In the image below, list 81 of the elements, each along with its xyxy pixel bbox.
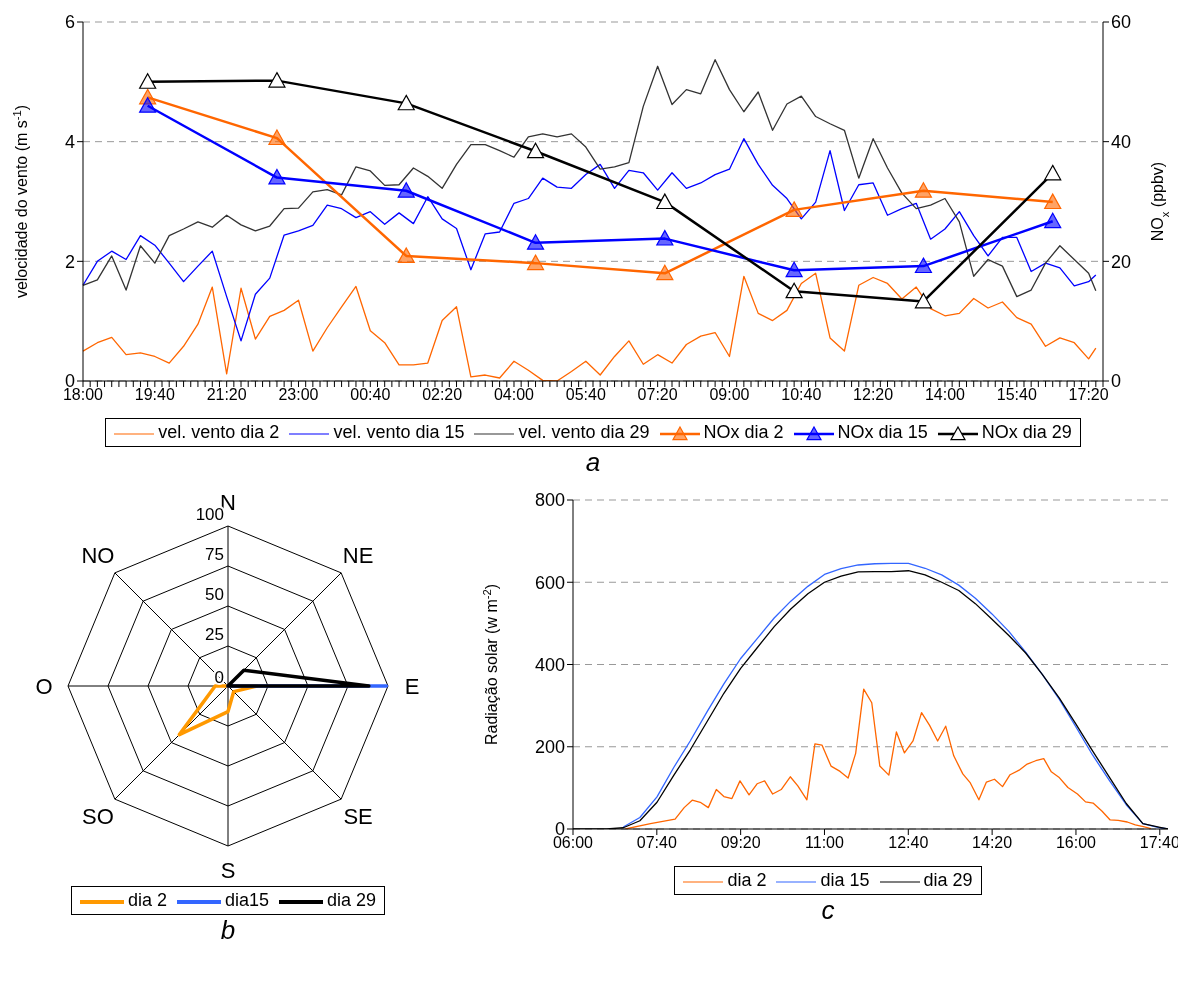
y-tick-label: 2 <box>64 251 75 272</box>
legend-label: NOx dia 29 <box>981 422 1072 443</box>
y2-tick-label: 0 <box>1111 371 1122 392</box>
legend-label: dia 15 <box>820 870 870 891</box>
point <box>139 97 157 113</box>
legend-label: NOx dia 2 <box>703 422 784 443</box>
x-tick-label: 12:40 <box>888 834 929 852</box>
legend-label: vel. vento dia 15 <box>333 422 465 443</box>
x-tick-label: 14:00 <box>924 386 966 404</box>
spoke-label: E <box>404 673 420 699</box>
x-tick-label: 04:00 <box>493 386 535 404</box>
spoke-label: O <box>35 673 53 699</box>
point <box>139 73 157 89</box>
legend-label: dia 29 <box>923 870 973 891</box>
y-tick-label: 600 <box>534 572 565 593</box>
point <box>914 292 933 309</box>
x-tick-label: 23:00 <box>278 386 319 404</box>
y2-tick-label: 20 <box>1111 251 1132 272</box>
point <box>397 247 415 263</box>
x-tick-label: 16:00 <box>1055 834 1097 852</box>
x-tick-label: 11:00 <box>805 834 844 852</box>
y-tick-label: 25 <box>205 625 224 644</box>
y-tick-label: 4 <box>64 132 75 153</box>
y2-tick-label: 60 <box>1111 12 1132 33</box>
x-tick-label: 14:20 <box>972 834 1013 852</box>
point <box>785 261 803 278</box>
x-tick-label: 05:40 <box>565 386 606 404</box>
point <box>526 142 545 159</box>
y-tick-label: 6 <box>64 12 75 33</box>
text: c <box>820 895 836 926</box>
spoke-label: S <box>220 857 236 883</box>
y-tick-label: 400 <box>534 654 565 675</box>
x-tick-label: 07:40 <box>636 834 677 852</box>
x-tick-label: 17:20 <box>1068 386 1109 404</box>
text: a <box>584 447 602 478</box>
legend-label: dia15 <box>224 890 270 911</box>
x-tick-label: 21:20 <box>206 386 247 404</box>
legend-label: dia 29 <box>327 890 377 911</box>
text: b <box>219 915 237 946</box>
line-series <box>82 272 1097 381</box>
point <box>268 168 286 185</box>
spoke-label: NE <box>342 543 374 569</box>
legend-label: dia 2 <box>727 870 767 891</box>
legend-label: dia 2 <box>127 890 167 911</box>
y-tick-label: 800 <box>534 490 565 511</box>
x-tick-label: 15:40 <box>996 386 1037 404</box>
point <box>526 254 545 271</box>
point <box>397 182 415 198</box>
point <box>914 182 933 198</box>
y-tick-label: 200 <box>534 737 565 758</box>
legend-label: NOx dia 15 <box>837 422 928 443</box>
line-series <box>82 59 1097 298</box>
x-tick-label: 12:20 <box>853 386 894 404</box>
x-tick-label: 09:20 <box>720 834 761 852</box>
spoke-label: SO <box>81 803 114 829</box>
point <box>914 257 933 274</box>
point <box>656 264 674 281</box>
legend-label: vel. vento dia 2 <box>158 422 280 443</box>
x-tick-label: 19:40 <box>134 386 175 404</box>
point <box>1044 193 1062 210</box>
spoke-label: NO <box>81 543 115 569</box>
point <box>1044 212 1062 229</box>
x-tick-label: 07:20 <box>637 386 678 404</box>
point <box>656 230 674 246</box>
point <box>785 201 803 217</box>
point <box>397 94 415 111</box>
point <box>1044 164 1062 181</box>
x-tick-label: 09:00 <box>709 386 750 404</box>
point <box>526 234 545 250</box>
point <box>268 72 286 88</box>
point <box>656 193 674 210</box>
point <box>785 282 803 299</box>
x-tick-label: 00:40 <box>350 386 391 404</box>
legend-label: vel. vento dia 29 <box>518 422 650 443</box>
y2-tick-label: 40 <box>1111 132 1132 153</box>
x-tick-label: 02:20 <box>422 386 463 404</box>
x-tick-label: 10:40 <box>781 386 822 404</box>
spoke-label: SE <box>343 803 373 829</box>
point <box>268 129 286 146</box>
y-tick-label: 75 <box>205 545 224 564</box>
y-tick-label: 50 <box>205 585 224 604</box>
